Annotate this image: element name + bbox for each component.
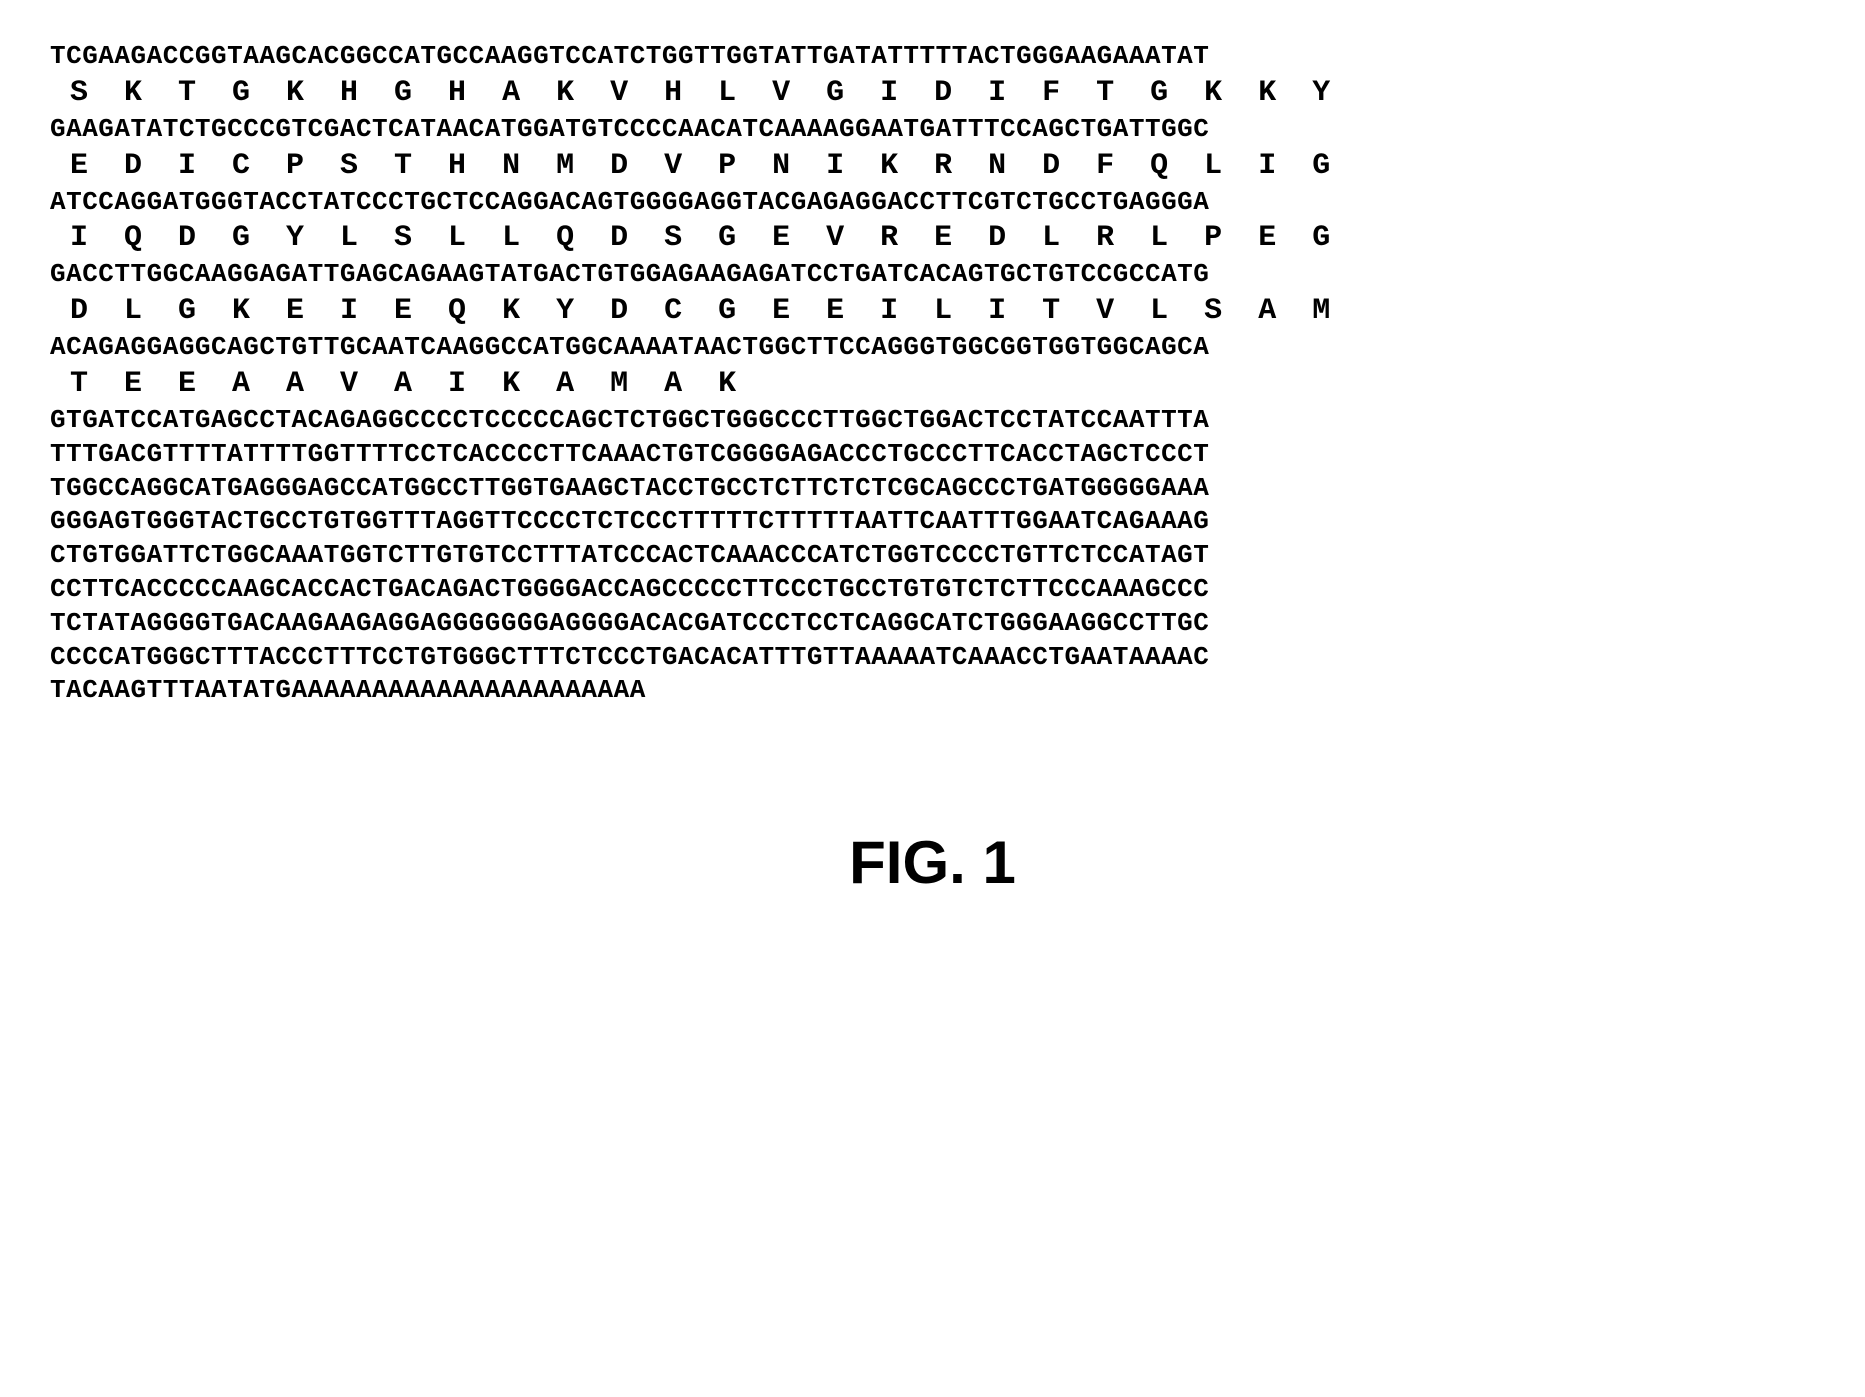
dna-sequence-line: GACCTTGGCAAGGAGATTGAGCAGAAGTATGACTGTGGAG…: [50, 258, 1815, 292]
dna-sequence-line: TCGAAGACCGGTAAGCACGGCCATGCCAAGGTCCATCTGG…: [50, 40, 1815, 74]
dna-sequence-line: TTTGACGTTTTATTTTGGTTTTCCTCACCCCTTCAAACTG…: [50, 438, 1815, 472]
dna-sequence-line: TCTATAGGGGTGACAAGAAGAGGAGGGGGGGAGGGGACAC…: [50, 607, 1815, 641]
amino-acid-line: D L G K E I E Q K Y D C G E E I L I T V …: [70, 292, 1815, 331]
sequence-alignment-block: TCGAAGACCGGTAAGCACGGCCATGCCAAGGTCCATCTGG…: [50, 40, 1815, 708]
amino-acid-line: S K T G K H G H A K V H L V G I D I F T …: [70, 74, 1815, 113]
dna-sequence-line: CTGTGGATTCTGGCAAATGGTCTTGTGTCCTTTATCCCAC…: [50, 539, 1815, 573]
dna-sequence-line: CCCCATGGGCTTTACCCTTTCCTGTGGGCTTTCTCCCTGA…: [50, 641, 1815, 675]
dna-sequence-line: TACAAGTTTAATATGAAAAAAAAAAAAAAAAAAAAAA: [50, 674, 1815, 708]
dna-sequence-line: GGGAGTGGGTACTGCCTGTGGTTTAGGTTCCCCTCTCCCT…: [50, 505, 1815, 539]
dna-sequence-line: ATCCAGGATGGGTACCTATCCCTGCTCCAGGACAGTGGGG…: [50, 186, 1815, 220]
dna-sequence-line: GTGATCCATGAGCCTACAGAGGCCCCTCCCCCAGCTCTGG…: [50, 404, 1815, 438]
dna-sequence-line: TGGCCAGGCATGAGGGAGCCATGGCCTTGGTGAAGCTACC…: [50, 472, 1815, 506]
dna-sequence-line: GAAGATATCTGCCCGTCGACTCATAACATGGATGTCCCCA…: [50, 113, 1815, 147]
amino-acid-line: I Q D G Y L S L L Q D S G E V R E D L R …: [70, 219, 1815, 258]
dna-sequence-line: ACAGAGGAGGCAGCTGTTGCAATCAAGGCCATGGCAAAAT…: [50, 331, 1815, 365]
amino-acid-line: T E E A A V A I K A M A K: [70, 365, 1815, 404]
amino-acid-line: E D I C P S T H N M D V P N I K R N D F …: [70, 147, 1815, 186]
dna-sequence-line: CCTTCACCCCCAAGCACCACTGACAGACTGGGGACCAGCC…: [50, 573, 1815, 607]
figure-caption: FIG. 1: [50, 828, 1815, 897]
